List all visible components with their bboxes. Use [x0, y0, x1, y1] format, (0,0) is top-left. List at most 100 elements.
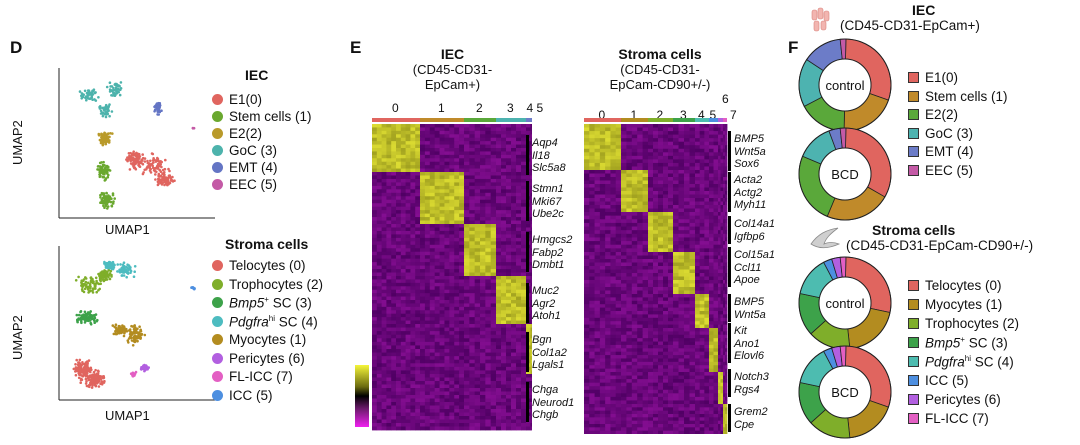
heatmap-cell — [490, 366, 497, 371]
heatmap-cell — [673, 127, 679, 132]
heatmap-cell — [496, 282, 502, 287]
heatmap-cell — [381, 151, 387, 156]
umap-point — [100, 380, 104, 383]
umap-point — [139, 337, 142, 340]
heatmap-cell — [459, 241, 465, 246]
heatmap-cell — [496, 154, 502, 159]
heatmap-cell — [584, 127, 590, 132]
heatmap-cell — [444, 279, 450, 284]
heatmap-cell — [396, 377, 402, 382]
heatmap-cell — [449, 334, 455, 339]
heatmap-cell — [459, 363, 465, 368]
heatmap-cell — [386, 313, 392, 318]
heatmap-cell — [485, 286, 492, 291]
heatmap-cell — [501, 130, 507, 135]
heatmap-cell — [449, 384, 455, 389]
heatmap-cluster-bar — [621, 118, 648, 122]
heatmap-cell — [396, 279, 402, 284]
heatmap-cell — [396, 409, 402, 413]
heatmap-cell — [410, 199, 416, 204]
heatmap-cell — [444, 220, 450, 225]
heatmap-cell — [400, 168, 406, 173]
heatmap-cell — [405, 165, 411, 169]
heatmap-cell — [496, 306, 502, 311]
heatmap-cell — [530, 317, 532, 321]
heatmap-cell — [420, 366, 426, 371]
heatmap-cell — [501, 272, 507, 277]
heatmap-cell — [490, 213, 497, 218]
heatmap-cell — [439, 244, 445, 249]
heatmap-cell — [405, 377, 411, 382]
heatmap-cell — [642, 159, 649, 164]
heatmap-cell — [506, 279, 512, 284]
heatmap-cell — [410, 423, 416, 427]
heatmap-cell — [386, 192, 392, 197]
heatmap-cell — [464, 405, 470, 410]
heatmap-cell — [521, 213, 527, 218]
heatmap-cell — [396, 381, 402, 385]
heatmap-cell — [490, 127, 497, 132]
heatmap-cell — [526, 220, 531, 225]
heatmap-cell — [439, 127, 445, 132]
heatmap-cell — [454, 199, 460, 204]
heatmap-cell — [396, 161, 402, 166]
heatmap-cell — [400, 412, 406, 417]
heatmap-cell — [444, 241, 450, 246]
heatmap-cell — [449, 377, 455, 382]
heatmap-cell — [501, 384, 507, 389]
heatmap-cluster-number: 5 — [709, 108, 717, 122]
umap-point — [89, 381, 92, 385]
heatmap-cell — [490, 388, 497, 392]
umap-point — [157, 159, 160, 163]
umap-point — [132, 336, 135, 340]
heatmap-cell — [521, 412, 527, 417]
heatmap-cell — [490, 265, 497, 270]
umap-point — [156, 180, 160, 184]
heatmap-cell — [434, 276, 440, 280]
heatmap-cell — [415, 217, 421, 221]
heatmap-cell — [424, 255, 431, 260]
heatmap-cell — [464, 196, 470, 201]
heatmap-cell — [454, 130, 460, 135]
heatmap-cell — [474, 423, 481, 427]
heatmap-cell — [506, 366, 512, 371]
heatmap-cell — [464, 363, 470, 368]
heatmap-cell — [372, 248, 378, 253]
heatmap-cell — [521, 341, 527, 346]
heatmap-cell — [490, 412, 497, 417]
heatmap-cell — [530, 282, 532, 287]
heatmap-cell — [405, 189, 411, 194]
heatmap-cell — [400, 324, 406, 328]
heatmap-cell — [391, 300, 397, 304]
heatmap-cell — [372, 381, 378, 385]
heatmap-cell — [516, 416, 522, 420]
heatmap-cell — [521, 241, 527, 246]
heatmap-cell — [391, 317, 397, 321]
heatmap-cell — [434, 391, 440, 396]
heatmap-cell — [501, 144, 507, 149]
heatmap-cell — [396, 134, 402, 139]
heatmap-cell — [424, 272, 431, 277]
heatmap-cell — [420, 391, 426, 396]
heatmap-cell — [501, 189, 507, 194]
heatmap-cell — [420, 203, 426, 208]
umap-point — [143, 333, 147, 337]
heatmap-cluster-number: 5 — [536, 101, 544, 115]
heatmap-cell — [454, 178, 460, 183]
heatmap-cell — [400, 154, 406, 159]
heatmap-cell — [400, 151, 406, 156]
heatmap-cell — [439, 374, 445, 378]
heatmap-cell — [713, 152, 719, 157]
heatmap-cell — [434, 306, 440, 311]
heatmap-cell — [429, 265, 436, 270]
heatmap-cell — [485, 306, 492, 311]
heatmap-cell — [530, 161, 532, 166]
umap-point — [141, 162, 145, 166]
heatmap-cell — [410, 419, 416, 424]
heatmap-cell — [429, 210, 436, 214]
heatmap-cell — [521, 331, 527, 336]
heatmap-cell — [415, 154, 421, 159]
heatmap-cell — [410, 124, 416, 128]
heatmap-cell — [449, 345, 455, 350]
umap-point — [158, 107, 161, 110]
